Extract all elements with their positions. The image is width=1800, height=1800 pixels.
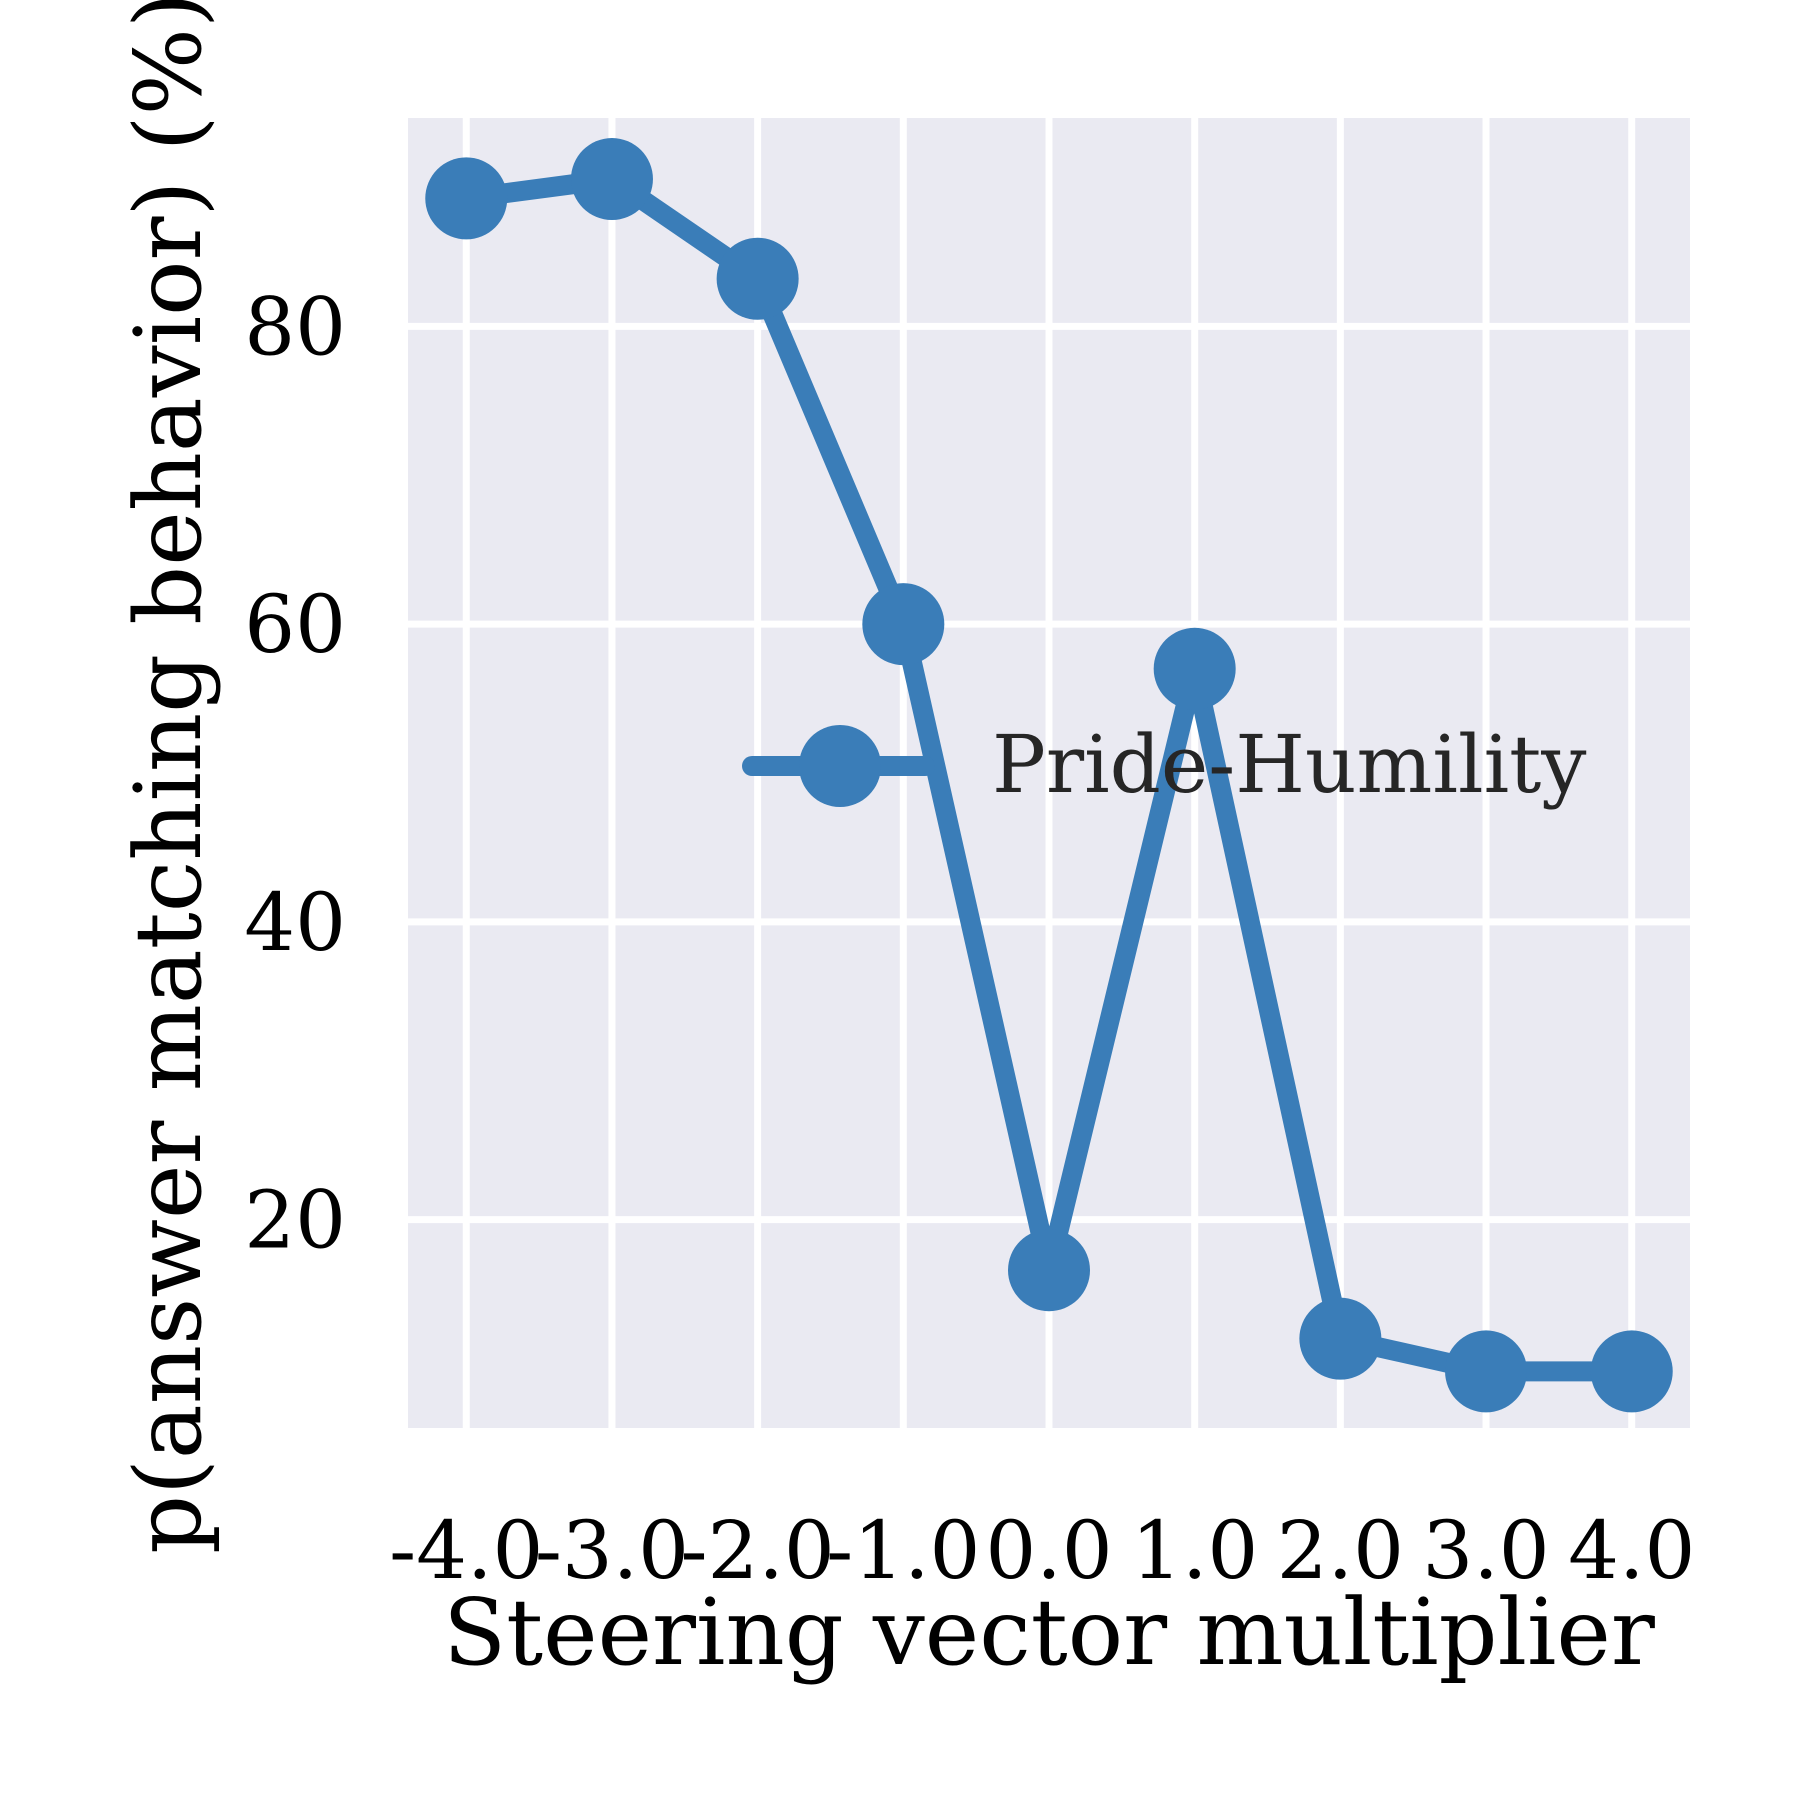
y-tick-labels: 20 40 60 80: [244, 280, 346, 1266]
series-layer: [425, 138, 1673, 1413]
data-point: [716, 237, 799, 320]
x-tick-label: 0.0: [985, 1504, 1112, 1597]
y-tick-label: 40: [244, 876, 346, 969]
y-axis-label: p(answer matching behavior) (%): [115, 0, 222, 1554]
x-tick-label: 4.0: [1568, 1504, 1695, 1597]
x-tick-label: 3.0: [1422, 1504, 1549, 1597]
legend: Pride-Humility: [742, 718, 1587, 811]
legend-label: Pride-Humility: [992, 718, 1587, 811]
x-tick-label: -4.0: [389, 1504, 543, 1597]
data-point: [1008, 1229, 1090, 1312]
data-point: [570, 138, 653, 221]
data-point: [425, 157, 508, 240]
x-tick-label: -3.0: [535, 1504, 689, 1597]
data-point: [1153, 627, 1236, 710]
y-tick-label: 80: [244, 280, 346, 373]
data-point: [1299, 1297, 1382, 1380]
data-point: [862, 583, 945, 666]
x-tick-label: 2.0: [1277, 1504, 1404, 1597]
y-tick-label: 20: [244, 1174, 346, 1267]
legend-marker: [799, 725, 881, 807]
y-tick-label: 60: [244, 578, 346, 671]
data-point: [1445, 1330, 1528, 1413]
x-axis-label: Steering vector multiplier: [443, 1579, 1655, 1686]
data-point: [1590, 1330, 1673, 1413]
y-gridlines: [408, 322, 1690, 1224]
x-tick-label: -1.0: [826, 1504, 980, 1597]
x-tick-label: 1.0: [1131, 1504, 1258, 1597]
x-tick-label: -2.0: [681, 1504, 835, 1597]
x-tick-labels: -4.0-3.0-2.0-1.0 0.0 1.0 2.0 3.0 4.0: [389, 1504, 1695, 1597]
